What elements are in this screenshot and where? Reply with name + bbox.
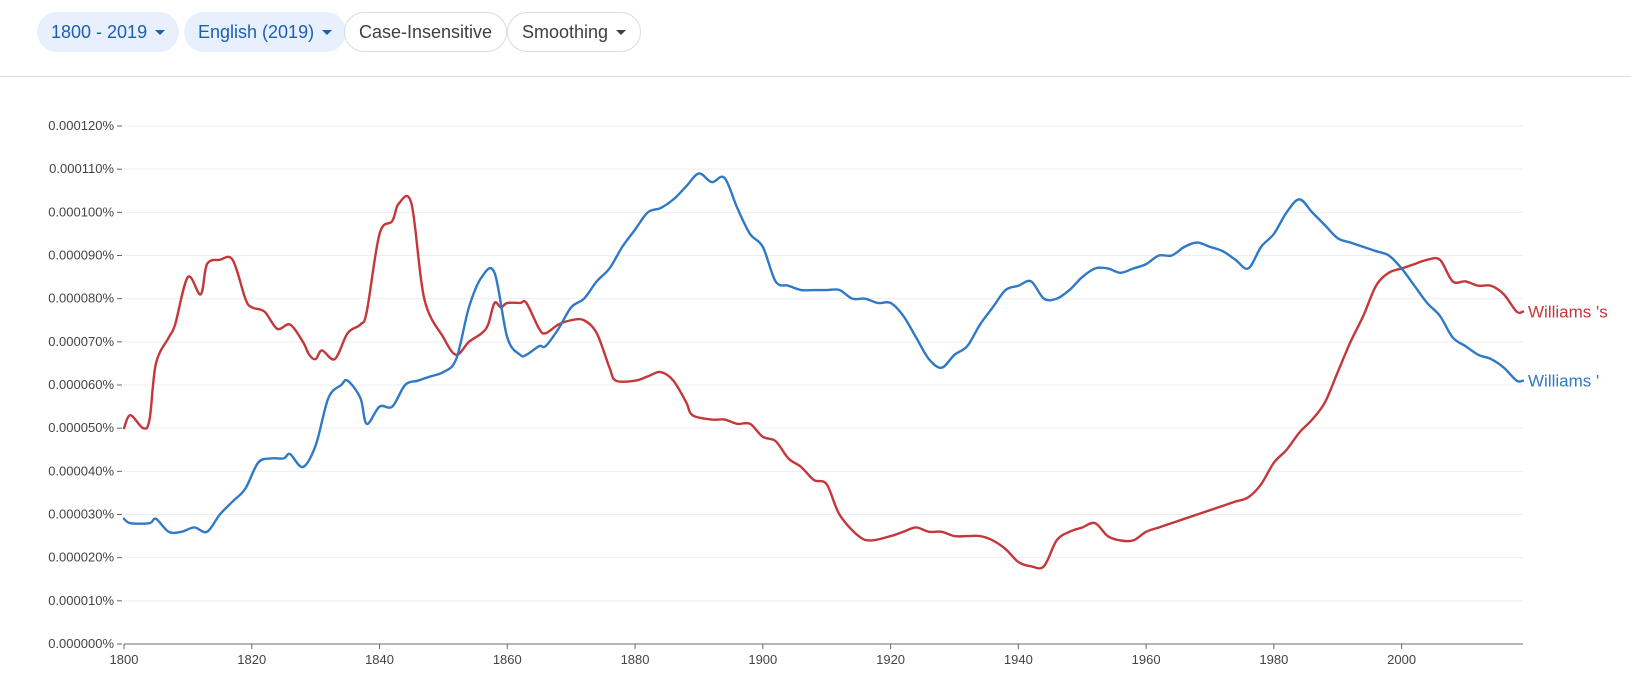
ngram-line-chart: 0.000120% 0.000110% 0.000100% 0.000090% 0.00…: [48, 118, 1608, 667]
x-tick-label: 1900: [748, 652, 777, 667]
x-tick-label: 1840: [365, 652, 394, 667]
y-tick-label: 0.000070%: [48, 334, 114, 349]
y-tick-label: 0.000000%: [48, 636, 114, 651]
chart-series: [122, 172, 1525, 570]
y-tick-label: 0.000100%: [48, 204, 114, 219]
x-tick-label: 1860: [493, 652, 522, 667]
x-tick-label: 1980: [1259, 652, 1288, 667]
y-tick-label: 0.000060%: [48, 377, 114, 392]
year-range-dropdown[interactable]: 1800 - 2019: [37, 12, 180, 52]
x-tick-label: 1940: [1004, 652, 1033, 667]
x-tick-label: 1960: [1132, 652, 1161, 667]
smoothing-label: Smoothing: [522, 21, 609, 42]
y-tick-label: 0.000030%: [48, 507, 114, 522]
y-tick-label: 0.000010%: [48, 593, 114, 608]
y-tick-label: 0.000050%: [48, 420, 114, 435]
case-insensitive-label: Case-Insensitive: [359, 21, 493, 42]
x-tick-label: 1800: [110, 652, 139, 667]
series-label-williams-apostrophe[interactable]: Williams ': [1528, 372, 1599, 391]
chevron-down-icon: [155, 29, 166, 35]
filter-toolbar: 1800 - 2019 English (2019) Case-Insensit…: [0, 0, 1631, 77]
x-tick-label: 1880: [621, 652, 650, 667]
series-line-williams-apostrophe[interactable]: [122, 172, 1525, 535]
series-label-williams-s[interactable]: Williams 's: [1528, 303, 1608, 322]
y-tick-label: 0.000090%: [48, 248, 114, 263]
corpus-label: English (2019): [198, 21, 315, 42]
series-labels: Williams 's Williams ': [1528, 303, 1608, 391]
x-tick-label: 1920: [876, 652, 905, 667]
y-tick-label: 0.000110%: [49, 161, 114, 176]
chart-axes: 0.000120% 0.000110% 0.000100% 0.000090% 0.00…: [48, 118, 1523, 667]
smoothing-dropdown[interactable]: Smoothing: [507, 12, 642, 52]
chevron-down-icon: [322, 29, 333, 35]
y-tick-label: 0.000040%: [48, 463, 114, 478]
y-tick-label: 0.000080%: [48, 291, 114, 306]
corpus-dropdown[interactable]: English (2019): [184, 12, 347, 52]
series-line-williams-s[interactable]: [122, 194, 1525, 570]
x-tick-label: 2000: [1387, 652, 1416, 667]
case-insensitive-toggle[interactable]: Case-Insensitive: [344, 12, 508, 52]
year-range-label: 1800 - 2019: [51, 21, 148, 42]
chevron-down-icon: [616, 29, 627, 35]
y-tick-label: 0.000120%: [48, 118, 114, 133]
grid-lines: [124, 125, 1523, 602]
x-tick-label: 1820: [237, 652, 266, 667]
y-tick-label: 0.000020%: [48, 550, 114, 565]
